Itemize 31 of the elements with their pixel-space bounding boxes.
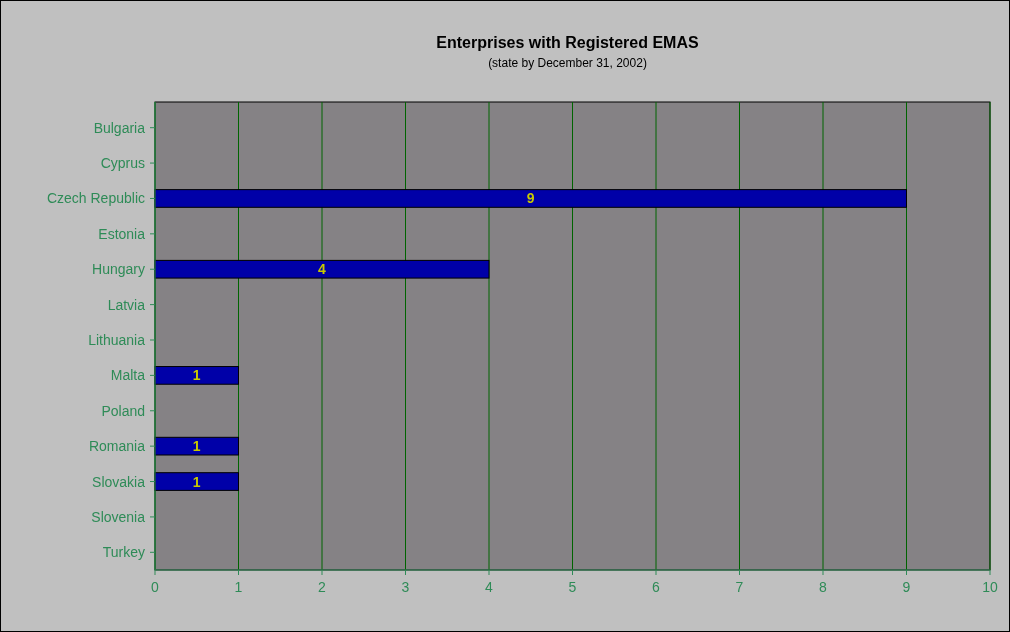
data-label: 1 — [192, 473, 201, 490]
x-tick-label: 2 — [318, 579, 327, 595]
data-label: 1 — [192, 438, 201, 455]
data-label: 1 — [192, 367, 201, 384]
data-label: 4 — [318, 261, 327, 278]
x-tick-label: 8 — [819, 579, 828, 595]
x-tick-label: 0 — [151, 579, 160, 595]
x-tick-label: 9 — [902, 579, 911, 595]
x-tick-label: 10 — [982, 579, 998, 595]
y-tick-label: Lithuania — [88, 332, 146, 348]
y-tick-label: Turkey — [102, 544, 145, 561]
y-tick-label: Romania — [88, 438, 146, 455]
y-tick-label: Slovakia — [92, 473, 146, 490]
y-tick-label: Czech Republic — [46, 190, 145, 207]
x-tick-label: 5 — [568, 579, 577, 595]
y-tick-label: Cyprus — [100, 155, 145, 172]
y-tick-label: Malta — [110, 367, 146, 384]
chart-subtitle: (state by December 31, 2002) — [488, 56, 647, 70]
x-tick-label: 1 — [234, 579, 243, 595]
x-tick-label: 3 — [401, 579, 410, 595]
y-tick-label: Bulgaria — [93, 119, 146, 136]
y-tick-label: Hungary — [92, 261, 145, 278]
y-tick-label: Poland — [101, 402, 145, 419]
data-label: 9 — [526, 190, 535, 207]
x-tick-label: 4 — [485, 579, 494, 595]
x-tick-label: 7 — [735, 579, 744, 595]
x-tick-label: 6 — [652, 579, 661, 595]
y-tick-label: Latvia — [107, 296, 146, 313]
y-tick-label: Estonia — [98, 225, 146, 242]
chart-title: Enterprises with Registered EMAS — [436, 34, 699, 51]
y-tick-label: Slovenia — [91, 508, 146, 525]
